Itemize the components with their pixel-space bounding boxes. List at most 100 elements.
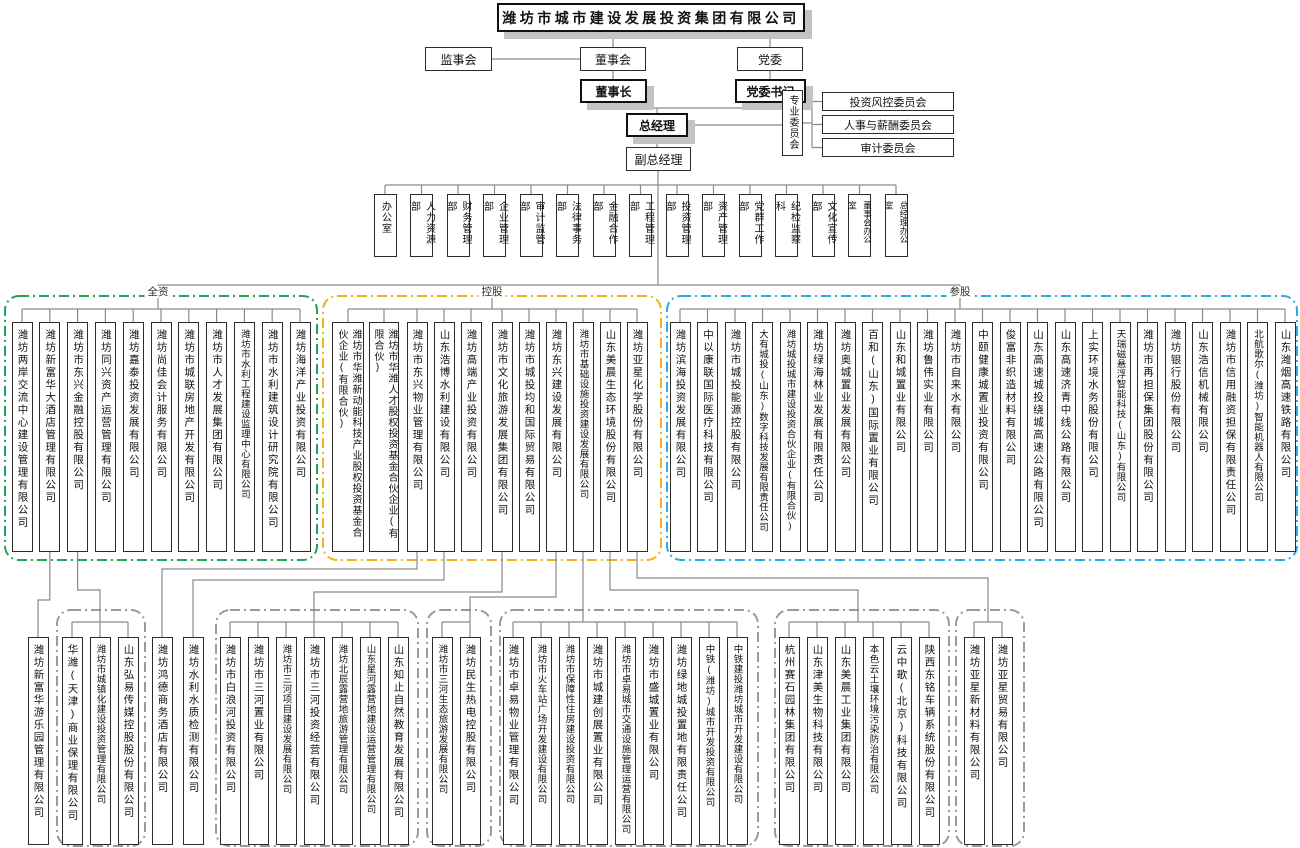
company-box-label: 潍坊市信用融资担保有限责任公司 [1224, 329, 1237, 517]
subsidiary-box: 潍坊市三河投资经营有限公司 [303, 637, 325, 845]
ownership-group-label: 控股 [478, 286, 506, 298]
committee-box: 投资风控委员会 [822, 92, 954, 111]
committee-box: 审计委员会 [822, 138, 954, 157]
company-box: 潍坊市城投能源控股有限公司 [724, 322, 746, 552]
subsidiary-box: 潍坊新富华游乐园管理有限公司 [27, 637, 49, 845]
company-box-label: 潍坊市水利工程建设监理中心有限公司 [238, 329, 250, 499]
company-box-label: 山东美晨生态环境股份有限公司 [604, 329, 617, 504]
department-box-label: 总经理办公室 [884, 201, 909, 244]
subsidiary-box-label: 潍坊市盛城置业有限公司 [647, 644, 660, 782]
company-box-label: 潍坊市人才发展集团有限公司 [211, 329, 224, 492]
subsidiary-box: 山东美晨工业集团有限公司 [834, 637, 856, 845]
general-manager-label: 总经理 [638, 118, 675, 133]
subsidiary-box: 潍坊水利水质检测有限公司 [182, 637, 204, 845]
subsidiary-box: 潍坊市盛城置业有限公司 [642, 637, 664, 845]
subsidiary-box: 潍坊市三河项目建设发展有限公司 [275, 637, 297, 845]
ownership-group-label: 参股 [946, 286, 974, 298]
subsidiary-box: 潍坊民生热电控股有限公司 [459, 637, 481, 845]
department-box-label: 工程管理部 [627, 201, 654, 245]
subsidiary-box-label: 山东美晨工业集团有限公司 [839, 644, 852, 794]
committee-box: 人事与薪酬委员会 [822, 115, 954, 134]
subsidiary-box-label: 中铁建投潍坊城市开发建设有限公司 [731, 644, 743, 804]
company-box: 潍坊银行股份有限公司 [1164, 322, 1186, 552]
company-box-label: 潍坊市城投均和国际贸易有限公司 [523, 329, 536, 517]
subsidiary-box-label: 陕西东铭车辆系统股份有限公司 [923, 644, 936, 819]
department-box-label: 投资管理部 [664, 201, 690, 245]
department-box: 纪检监察科 [774, 194, 800, 257]
subsidiary-box-label: 山东津美生物科技有限公司 [811, 644, 824, 794]
company-box: 潍坊市东兴金融控股有限公司 [67, 322, 89, 552]
company-box-label: 潍坊嘉泰投资发展有限公司 [127, 329, 140, 479]
subsidiary-box-label: 潍坊市保障性住房建设投资有限公司 [563, 644, 575, 804]
connector-path [21, 31, 1286, 637]
company-box: 山东高速济青中线公路有限公司 [1054, 322, 1076, 552]
subsidiary-box: 潍坊市保障性住房建设投资有限公司 [558, 637, 580, 845]
company-box: 山东和城置业有限公司 [889, 322, 911, 552]
company-box: 潍坊市水利工程建设监理中心有限公司 [233, 322, 255, 552]
company-box-label: 俊富非织造材料有限公司 [1004, 329, 1017, 467]
party-committee-label: 党委 [757, 52, 782, 67]
company-box: 山东潍烟高速铁路有限公司 [1274, 322, 1296, 552]
group-border [56, 609, 146, 847]
subsidiary-box-label: 山东弘易传媒控股股份有限公司 [122, 644, 135, 819]
company-box-label: 山东高速济青中线公路有限公司 [1059, 329, 1072, 504]
department-box: 党群工作部 [737, 194, 763, 257]
subsidiary-box-label: 潍坊民生热电控股有限公司 [464, 644, 477, 794]
company-box: 潍坊市信用融资担保有限责任公司 [1219, 322, 1241, 552]
company-box-label: 潍坊同兴资产运营管理有限公司 [99, 329, 112, 504]
special-committees-label: 专业委员会 [787, 95, 798, 150]
subsidiary-box-label: 潍坊市卓易城市交通设施管理运营有限公司 [619, 644, 631, 834]
company-box-label: 潍坊市再担保集团股份有限公司 [1142, 329, 1154, 504]
subsidiary-box: 潍坊北辰露营地旅游管理有限公司 [331, 637, 353, 845]
department-box-label: 纪检监察科 [773, 201, 800, 245]
company-box-label: 山东高速城投绕城高速公路有限公司 [1032, 329, 1044, 529]
department-box: 资产管理部 [701, 194, 727, 257]
subsidiary-box: 山东知止自然教育发展有限公司 [387, 637, 409, 845]
subsidiary-box-label: 潍坊北辰露营地旅游管理有限公司 [336, 644, 348, 794]
subsidiary-box-label: 本色云土壤环境污染防治有限公司 [867, 644, 879, 794]
company-box-label: 潍坊市城联房地产开发有限公司 [183, 329, 196, 504]
company-box: 北航歌尔(潍坊)智能机器人有限公司 [1247, 322, 1268, 552]
company-box: 潍坊新富华大酒店管理有限公司 [39, 322, 61, 552]
company-box: 潍坊海洋产业投资有限公司 [289, 322, 311, 552]
committee-label: 投资风控委员会 [849, 96, 927, 109]
subsidiary-box: 中铁(潍坊)城市开发投资有限公司 [698, 637, 720, 845]
subsidiary-box: 潍坊市白浪河投资有限公司 [219, 637, 241, 845]
department-box: 法律事务部 [555, 194, 581, 257]
department-box: 金融合作部 [591, 194, 617, 257]
company-box: 俊富非织造材料有限公司 [999, 322, 1021, 552]
subsidiary-box: 潍坊亚星贸易有限公司 [991, 637, 1013, 845]
group-border [215, 609, 419, 847]
subsidiary-box-label: 潍坊亚星贸易有限公司 [996, 644, 1009, 769]
company-box: 潍坊奥城置业发展有限公司 [834, 322, 856, 552]
company-box: 天瑞磁悬浮智能科技(山东)有限公司 [1109, 322, 1131, 552]
company-box-label: 潍坊市文化旅游发展集团有限公司 [496, 329, 509, 517]
company-box-label: 山东和城置业有限公司 [894, 329, 907, 454]
department-box: 工程管理部 [628, 194, 654, 257]
department-box-label: 企业管理部 [481, 201, 508, 245]
subsidiary-box-label: 潍坊市三河生态旅游发展有限公司 [436, 644, 448, 794]
company-box: 潍坊市基础设施投资建设发展有限公司 [572, 322, 594, 552]
subsidiary-box-label: 潍坊市卓易物业管理有限公司 [507, 644, 520, 807]
subsidiary-box: 潍坊市城镇化建设投资管理有限公司 [89, 637, 111, 845]
company-box: 中颐健康城置业投资有限公司 [972, 322, 993, 552]
company-box-label: 潍坊海洋产业投资有限公司 [294, 329, 307, 479]
subsidiary-box-label: 山东知止自然教育发展有限公司 [392, 644, 405, 819]
company-box-label: 潍坊两岸交流中心建设管理有限公司 [16, 329, 29, 529]
company-box: 潍坊尚佳会计服务有限公司 [150, 322, 172, 552]
company-box-label: 大有城投(山东)数字科技发展有限责任公司 [757, 329, 768, 532]
subsidiary-box: 云中歌(北京)科技有限公司 [890, 637, 912, 845]
department-box-label: 财务管理部 [445, 201, 471, 245]
company-box: 潍坊市城联房地产开发有限公司 [178, 322, 200, 552]
company-box: 潍坊东兴建设发展有限公司 [545, 322, 567, 552]
department-box: 董事会办公室 [848, 194, 873, 257]
company-box: 潍坊鲁伟实业有限公司 [917, 322, 938, 552]
subsidiary-box-label: 潍坊市城建创展置业有限公司 [591, 644, 604, 807]
company-box: 潍坊市华潍新动能科技产业股权投资基金合伙企业(有限合伙) [332, 322, 364, 552]
company-box: 潍坊城投城市建设投资合伙企业(有限合伙) [779, 322, 801, 552]
subsidiary-box-label: 潍坊市三河项目建设发展有限公司 [280, 644, 292, 794]
subsidiary-box: 山东弘易传媒控股股份有限公司 [117, 637, 139, 845]
group-border [666, 295, 1298, 561]
company-box-label: 潍坊城投城市建设投资合伙企业(有限合伙) [784, 329, 796, 532]
